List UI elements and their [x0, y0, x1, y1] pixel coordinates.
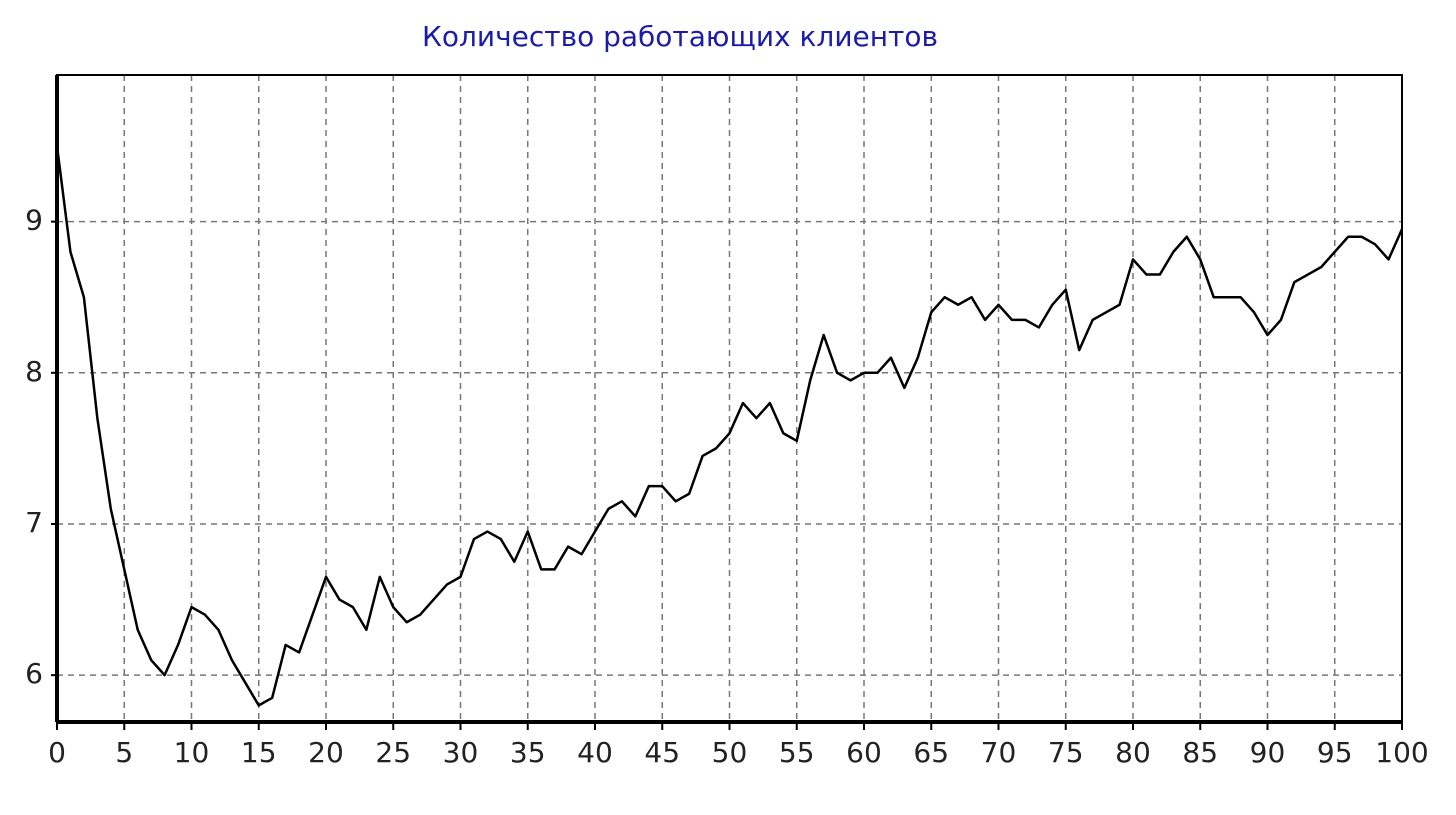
y-tick-label: 7: [25, 506, 43, 539]
chart-title: Количество работающих клиентов: [422, 20, 938, 53]
x-tick-label: 50: [712, 736, 748, 769]
x-tick-label: 0: [48, 736, 66, 769]
x-tick-label: 5: [115, 736, 133, 769]
x-tick-label: 90: [1250, 736, 1286, 769]
x-tick-label: 85: [1182, 736, 1218, 769]
x-tick-label: 30: [443, 736, 479, 769]
x-tick-label: 55: [779, 736, 815, 769]
x-tick-label: 80: [1115, 736, 1151, 769]
y-tick-label: 8: [25, 355, 43, 388]
x-tick-label: 70: [981, 736, 1017, 769]
x-tick-label: 95: [1317, 736, 1353, 769]
x-tick-label: 40: [577, 736, 613, 769]
data-line: [55, 145, 1404, 707]
x-tick-label: 65: [913, 736, 949, 769]
y-tick-label: 6: [25, 657, 43, 690]
x-tick-label: 20: [308, 736, 344, 769]
x-tick-label: 35: [510, 736, 546, 769]
x-tick-label: 100: [1375, 736, 1428, 769]
x-tick-label: 45: [644, 736, 680, 769]
x-tick-label: 25: [375, 736, 411, 769]
x-tick-label: 15: [241, 736, 277, 769]
y-tick-label: 9: [25, 204, 43, 237]
x-tick-label: 75: [1048, 736, 1084, 769]
x-tick-label: 10: [174, 736, 210, 769]
x-tick-label: 60: [846, 736, 882, 769]
